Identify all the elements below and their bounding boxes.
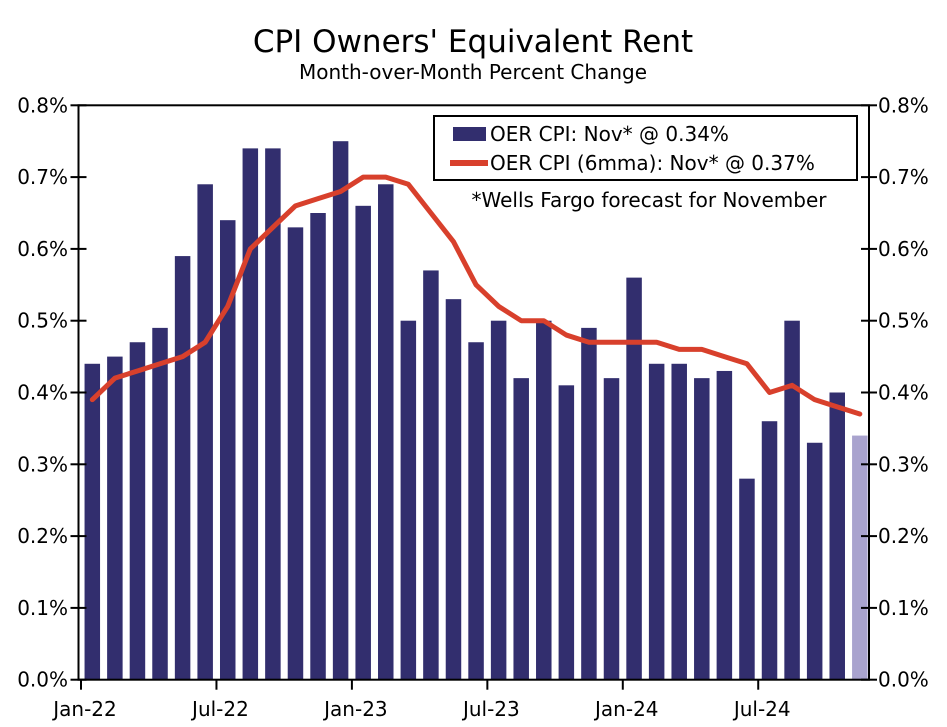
bar-Jun-24 [739,478,755,680]
y-tick-label-right-0.4%: 0.4% [878,381,929,405]
bar-Oct-23 [558,385,575,680]
bar-Sep-22 [265,148,281,680]
x-tick-label-Jan-22: Jan-22 [51,697,117,721]
x-tick-label-Jan-24: Jan-24 [593,697,659,721]
y-tick-label-right-0.2%: 0.2% [878,524,929,548]
axes [70,104,877,690]
bar-Feb-24 [648,363,665,680]
y-tick-label-left-0.6%: 0.6% [17,237,68,261]
y-tick-label-right-0.6%: 0.6% [878,237,929,261]
bar-May-22 [174,256,191,680]
bar-May-23 [445,299,462,680]
y-tick-label-right-0.5%: 0.5% [878,309,929,333]
bar-Nov-22 [310,213,326,680]
legend-bar-label: OER CPI: Nov* @ 0.34% [490,122,729,146]
y-tick-label-right-0.1%: 0.1% [878,596,929,620]
bar-Nov-24 [852,435,868,680]
bar-Feb-22 [107,356,123,680]
chart-subtitle: Month-over-Month Percent Change [299,60,647,84]
x-tick-label-Jul-22: Jul-22 [190,697,249,721]
y-tick-label-left-0.5%: 0.5% [17,309,68,333]
bar-Jan-22 [84,363,101,680]
y-axis-right-labels: 0.0% 0.1% 0.2% 0.3% 0.4% 0.5% 0.6% 0.7% 0.8% [878,93,929,691]
y-tick-label-left-0.1%: 0.1% [17,596,68,620]
bar-Mar-24 [671,363,687,680]
bar-Dec-22 [332,141,349,680]
y-tick-label-left-0.8%: 0.8% [17,93,68,117]
bar-Jul-23 [490,320,507,680]
bar-Sep-24 [806,442,823,680]
bar-Jul-24 [761,421,778,680]
legend-bar-swatch-icon [453,127,486,141]
y-tick-label-right-0.3%: 0.3% [878,452,929,476]
x-tick-label-Jul-24: Jul-24 [732,697,791,721]
forecast-note: *Wells Fargo forecast for November [471,188,827,212]
bar-Aug-24 [784,320,800,680]
bar-series [84,141,868,680]
bar-Apr-22 [152,327,168,680]
bar-Jun-23 [468,342,484,680]
x-tick-label-Jul-23: Jul-23 [461,697,520,721]
y-tick-label-right-0.8%: 0.8% [878,93,929,117]
y-tick-label-right-0.7%: 0.7% [878,165,929,189]
bar-Dec-23 [603,378,620,680]
bar-Jan-23 [355,205,371,680]
legend-box [433,115,858,181]
bar-May-24 [716,370,733,680]
chart-title: CPI Owners' Equivalent Rent [253,24,693,60]
bar-Mar-22 [129,342,146,680]
bar-Oct-22 [287,227,304,680]
legend: OER CPI: Nov* @ 0.34% OER CPI (6mma): No… [433,115,858,181]
y-axis-left-labels: 0.0% 0.1% 0.2% 0.3% 0.4% 0.5% 0.6% 0.7% 0.8% [17,93,68,691]
bar-Apr-23 [423,270,439,680]
y-tick-label-left-0.3%: 0.3% [17,452,68,476]
legend-line-label: OER CPI (6mma): Nov* @ 0.37% [490,151,815,175]
y-tick-label-left-0.2%: 0.2% [17,524,68,548]
y-tick-label-left-0.0%: 0.0% [17,668,68,692]
bar-Oct-24 [829,392,845,680]
bar-Aug-22 [242,148,259,680]
line-series-6mma [89,174,863,417]
y-tick-label-left-0.4%: 0.4% [17,381,68,405]
x-tick-label-Jan-23: Jan-23 [322,697,388,721]
x-axis-labels: Jan-22 Jul-22 Jan-23 Jul-23 Jan-24 Jul-24 [51,697,790,721]
bar-Mar-23 [400,320,417,680]
bar-Jan-24 [626,277,642,680]
bar-Aug-23 [513,378,529,680]
bar-Apr-24 [694,378,710,680]
bar-Feb-23 [378,184,394,680]
bar-Jul-22 [219,220,236,680]
y-tick-label-left-0.7%: 0.7% [17,165,68,189]
bar-Nov-23 [581,327,597,680]
bar-Jun-22 [197,184,213,680]
bar-Sep-23 [536,320,552,680]
y-tick-label-right-0.0%: 0.0% [878,668,929,692]
six-month-moving-average-line [89,174,863,417]
